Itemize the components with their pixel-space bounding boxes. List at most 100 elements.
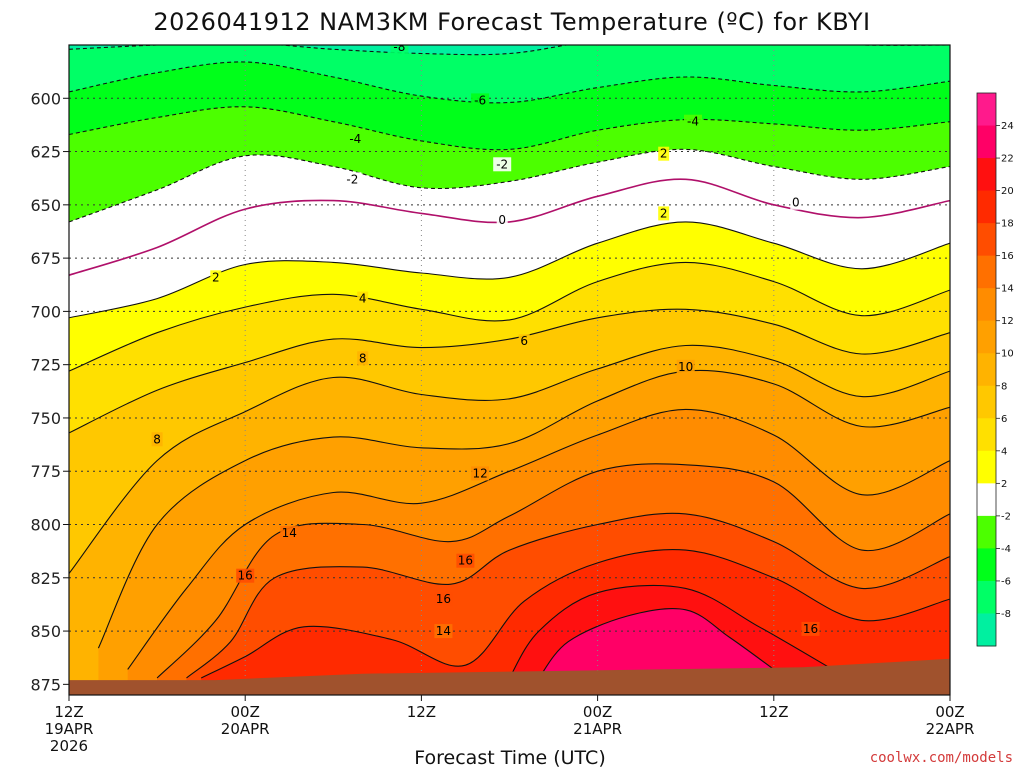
isotherm-line xyxy=(186,512,950,679)
colorbar-swatch xyxy=(977,320,996,354)
isotherm-line xyxy=(97,369,950,649)
contour-label: -2 xyxy=(346,172,358,186)
colorbar-label: -2 xyxy=(1001,511,1011,522)
colorbar-label: 16 xyxy=(1001,251,1014,262)
contour-label: 14 xyxy=(282,526,297,540)
contour-label: 8 xyxy=(359,351,367,365)
contour-label: 0 xyxy=(498,213,506,227)
contour-label-bg xyxy=(801,621,820,636)
y-tick-label: 675 xyxy=(30,249,61,268)
y-tick-label: 725 xyxy=(30,356,61,375)
contour-label-bg xyxy=(471,466,490,481)
colorbar-label: -4 xyxy=(1001,544,1011,555)
colorbar-swatch xyxy=(977,483,996,517)
isotherm-line xyxy=(69,261,950,372)
colorbar-swatch xyxy=(977,548,996,582)
isotherm-line xyxy=(127,408,950,670)
colorbar-label: 4 xyxy=(1001,446,1007,457)
contour-label: -6 xyxy=(474,93,486,107)
y-tick-label: 650 xyxy=(30,196,61,215)
isotherm-line xyxy=(69,45,950,56)
colorbar-label: 2 xyxy=(1001,479,1007,490)
contour-label: 4 xyxy=(359,292,367,306)
colorbar-swatch xyxy=(977,353,996,387)
contour-label: 16 xyxy=(238,569,253,583)
x-tick-label: 12Z xyxy=(759,703,788,721)
contour-label-bg xyxy=(357,351,369,366)
contour-label-bg xyxy=(496,212,508,227)
colorbar-swatch xyxy=(977,255,996,289)
contour-label: -4 xyxy=(349,132,361,146)
x-tick-label: 2026 xyxy=(50,737,88,755)
contour-label-bg xyxy=(684,114,702,129)
isotherm-line xyxy=(69,308,950,434)
y-tick-label: 750 xyxy=(30,409,61,428)
isotherm-line xyxy=(538,607,775,679)
contour-label: 16 xyxy=(436,592,451,606)
contour-label: 10 xyxy=(678,360,693,374)
contour-label: 14 xyxy=(436,624,451,638)
colorbar-label: 24 xyxy=(1001,121,1014,132)
colorbar-label: 18 xyxy=(1001,219,1014,230)
colorbar-label: -8 xyxy=(1001,609,1011,620)
colorbar-swatch xyxy=(977,580,996,614)
colorbar-label: 14 xyxy=(1001,284,1014,295)
x-tick-label: 00Z xyxy=(935,703,964,721)
contour-label-bg xyxy=(790,195,802,210)
isotherm-line xyxy=(69,178,950,276)
colorbar-label: 22 xyxy=(1001,154,1014,165)
x-tick-label: 12Z xyxy=(407,703,436,721)
contour-label: 8 xyxy=(153,432,161,446)
contour-label-bg xyxy=(343,172,362,187)
contour-label-bg xyxy=(210,270,222,285)
contour-label: 0 xyxy=(792,196,800,210)
colorbar-label: 20 xyxy=(1001,186,1014,197)
contour-label: -8 xyxy=(393,40,405,54)
contour-label: 12 xyxy=(472,466,487,480)
contour-label: 2 xyxy=(212,270,220,284)
contour-label: 6 xyxy=(520,334,528,348)
contour-label-bg xyxy=(390,45,409,55)
isotherm-line xyxy=(156,463,950,679)
y-tick-label: 600 xyxy=(30,89,61,108)
x-axis-label: Forecast Time (UTC) xyxy=(414,747,605,768)
contour-label: 16 xyxy=(803,622,818,636)
y-tick-label: 825 xyxy=(30,569,61,588)
y-tick-label: 700 xyxy=(30,302,61,321)
contour-label-bg xyxy=(434,624,453,639)
colorbar-swatch xyxy=(977,450,996,484)
contour-label-bg xyxy=(493,157,512,172)
contour-label: 2 xyxy=(660,147,668,161)
contour-label-bg xyxy=(518,334,530,349)
plot-area: -8 -6 -4 -2 -2 -4 2 0 0 2 2 4 6 8 10 8 12 14 16 16 16 14 16 xyxy=(69,40,950,695)
isotherm-line xyxy=(69,148,950,223)
colorbar-label: 8 xyxy=(1001,381,1007,392)
x-tick-label: 19APR xyxy=(45,720,94,738)
colorbar-swatch xyxy=(977,158,996,192)
colorbar-swatch xyxy=(977,613,996,647)
y-tick-label: 775 xyxy=(30,462,61,481)
contour-label-bg xyxy=(434,592,453,607)
contour-label-bg xyxy=(280,526,299,540)
contour-label-bg xyxy=(236,568,255,583)
colorbar-swatch xyxy=(977,515,996,549)
isotherm-line xyxy=(509,584,833,679)
colorbar-frame xyxy=(976,92,997,647)
contour-label-bg xyxy=(346,131,365,146)
contour-label: 16 xyxy=(458,554,473,568)
y-tick-label: 800 xyxy=(30,516,61,535)
colorbar-swatch xyxy=(977,190,996,224)
colorbar-label: -6 xyxy=(1001,576,1011,587)
contour-label-bg xyxy=(151,432,163,447)
contour-label-bg xyxy=(676,359,695,374)
contour-label-bg xyxy=(471,93,490,108)
colorbar-label: 10 xyxy=(1001,349,1014,360)
x-tick-label: 00Z xyxy=(231,703,260,721)
contour-label-bg xyxy=(357,291,369,306)
y-tick-label: 850 xyxy=(30,622,61,641)
x-tick-label: 22APR xyxy=(926,720,975,738)
colorbar-swatch xyxy=(977,125,996,159)
colorbar-swatch xyxy=(977,93,996,127)
contour-label-bg xyxy=(658,146,670,161)
